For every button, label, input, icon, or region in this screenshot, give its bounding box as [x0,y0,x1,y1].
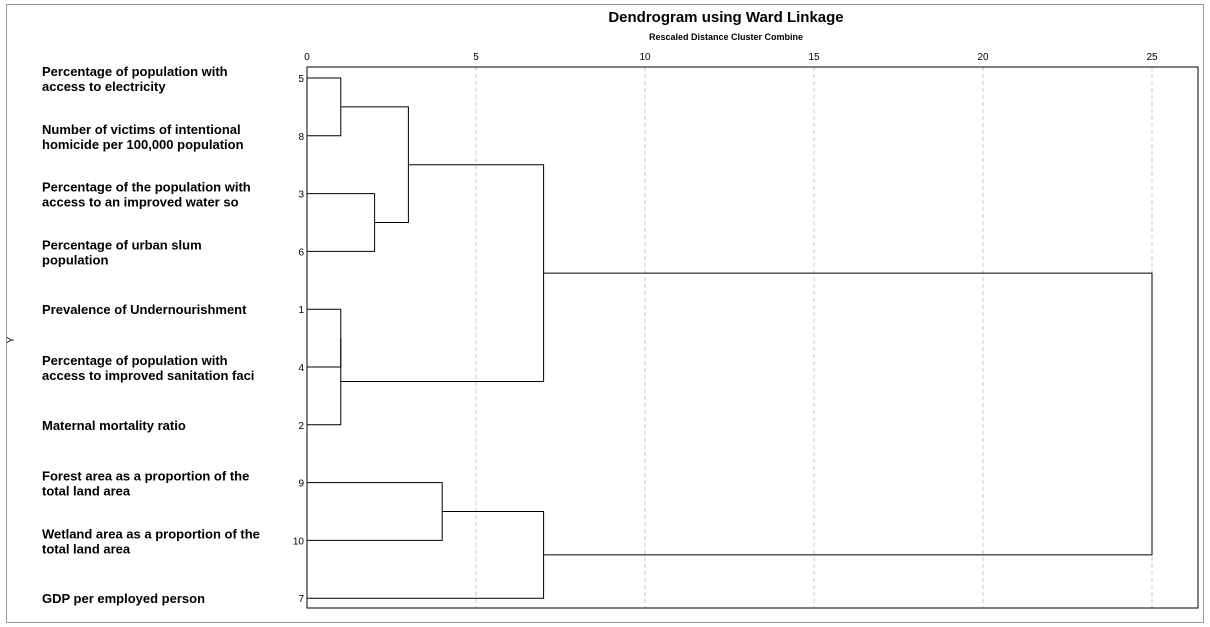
leaf-label-1-line-1: Prevalence of Undernourishment [42,302,247,317]
leaf-number-2: 2 [298,421,304,432]
leaf-label-2-line-1: Maternal mortality ratio [42,418,186,433]
leaf-number-7: 7 [298,594,304,605]
x-axis-ticks: 0 5 10 15 20 25 [304,52,1158,63]
y-axis-label: Y [6,336,17,343]
leaf-label-10-line-1: Wetland area as a proportion of the [42,526,260,541]
x-tick-label-5: 5 [473,52,479,63]
merge-branch-I [543,272,1153,556]
leaf-label-5-line-2: access to electricity [42,79,166,94]
leaf-label-6-line-2: population [42,252,108,267]
leaf-number-4: 4 [298,363,304,374]
merge-branch-B [307,308,342,368]
leaf-number-10: 10 [293,536,305,547]
leaf-number-3: 3 [298,190,304,201]
leaf-label-10-line-2: total land area [42,541,131,556]
leaf-number-1: 1 [298,305,304,316]
x-tick-label-20: 20 [977,52,989,63]
merge-branch-F [307,482,443,541]
chart-frame [6,4,1204,623]
merge-branch-D [307,193,376,252]
merge-branch-A [307,77,342,137]
leaf-label-5-line-1: Percentage of population with [42,64,228,79]
leaf-number-8: 8 [298,132,304,143]
leaf-label-4-line-2: access to improved sanitation faci [42,368,254,383]
x-tick-label-15: 15 [808,52,820,63]
chart-subtitle: Rescaled Distance Cluster Combine [649,32,803,42]
leaf-label-6-line-1: Percentage of urban slum [42,237,202,252]
leaf-label-9-line-2: total land area [42,484,131,499]
leaf-label-3-line-1: Percentage of the population with [42,180,251,195]
leaf-label-7-line-1: GDP per employed person [42,591,205,606]
leaf-number-6: 6 [298,247,304,258]
merge-branch-G [340,164,545,382]
leaf-label-3-line-2: access to an improved water so [42,195,239,210]
x-tick-label-10: 10 [639,52,651,63]
leaf-label-9-line-1: Forest area as a proportion of the [42,469,249,484]
leaf-number-5: 5 [298,74,304,85]
leaf-label-8-line-2: homicide per 100,000 population [42,137,244,152]
leaf-label-8-line-1: Number of victims of intentional [42,122,241,137]
leaf-label-4-line-1: Percentage of population with [42,353,228,368]
dendrogram-branches [307,77,1153,599]
x-tick-label-25: 25 [1146,52,1158,63]
merge-branch-C [307,338,342,426]
chart-title: Dendrogram using Ward Linkage [608,9,843,26]
leaf-number-9: 9 [298,479,304,490]
plot-border [306,66,1199,609]
x-tick-label-0: 0 [304,52,310,63]
merge-branch-H [307,511,545,599]
grid-lines [475,67,1153,608]
